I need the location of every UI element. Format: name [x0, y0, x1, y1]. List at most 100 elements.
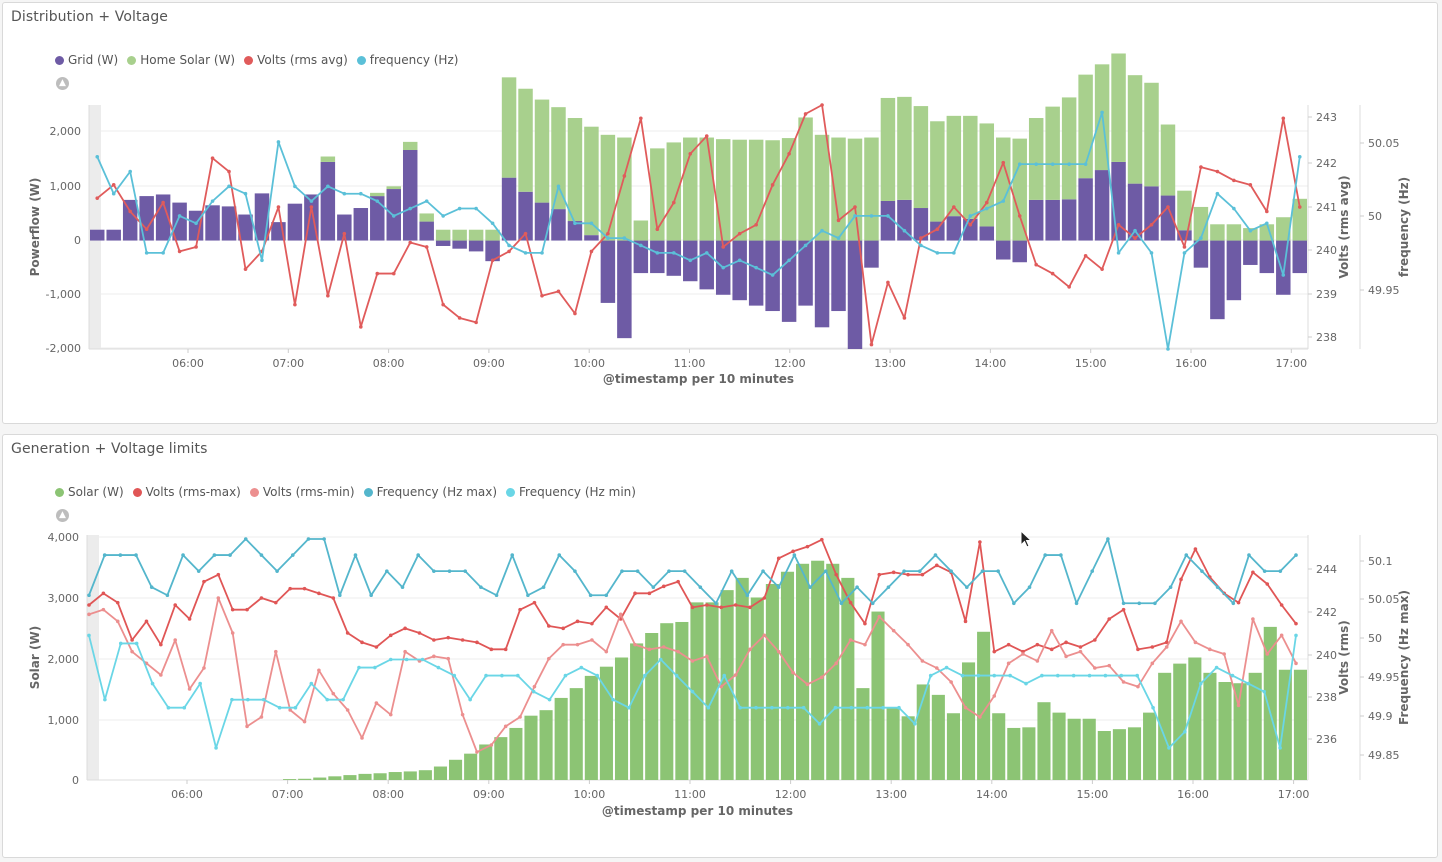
freq-max-point: [745, 593, 750, 598]
solar-bar: [617, 137, 632, 241]
volts-max-point: [532, 600, 537, 605]
solar-bar: [1292, 198, 1307, 241]
x-tick-label: 13:00: [874, 357, 906, 370]
freq-max-point: [165, 593, 170, 598]
x-tick-label: 14:00: [976, 788, 1008, 801]
frequency-point: [1067, 162, 1071, 166]
legend-item-solar[interactable]: Solar (W): [55, 485, 124, 499]
volts-max-point: [1093, 638, 1097, 642]
solar-bar: [931, 694, 945, 780]
volts-min-point: [820, 675, 824, 680]
volts-min-point: [590, 638, 594, 642]
frequency-point: [787, 258, 791, 263]
volts-min-point: [302, 719, 307, 724]
volts-avg-point: [1248, 183, 1253, 187]
solar-bar: [551, 107, 566, 210]
freq-min-point: [817, 721, 822, 726]
frequency-point: [309, 199, 314, 203]
freq-min-point: [246, 697, 250, 702]
solar-bar: [418, 770, 432, 780]
legend-item-frequency[interactable]: frequency (Hz): [356, 53, 458, 67]
volts-max-point: [202, 579, 206, 584]
freq-min-point: [293, 705, 298, 710]
solar-bar: [509, 727, 523, 780]
panel-title: Generation + Voltage limits: [11, 441, 208, 457]
collapse-legend-chevron-up-icon[interactable]: ▲: [56, 509, 69, 522]
collapse-legend-chevron-up-icon[interactable]: ▲: [56, 77, 69, 90]
freq-max-point: [776, 585, 781, 590]
volts-avg-point: [375, 271, 380, 276]
volts-avg-point: [1182, 245, 1187, 249]
legend-item-freq-max[interactable]: Frequency (Hz max): [363, 485, 497, 499]
frequency-point: [408, 206, 413, 211]
solar-bar: [464, 753, 478, 780]
legend-item-volts-avg[interactable]: Volts (rms avg): [244, 53, 348, 67]
volts-min-point: [1279, 633, 1284, 638]
solar-bar: [675, 621, 689, 780]
volts-min-point: [1193, 640, 1198, 645]
freq-max-point: [322, 537, 326, 541]
volts-max-point: [877, 572, 882, 577]
freq-max-point: [541, 585, 546, 590]
legend-item-home-solar[interactable]: Home Solar (W): [127, 53, 235, 67]
solar-bar: [886, 707, 900, 780]
grid-bar: [584, 235, 599, 241]
y3-tick-label: 49.95: [1368, 284, 1400, 297]
volts-max-point: [820, 537, 824, 542]
volts-max-point: [1121, 607, 1126, 612]
volts-min-point: [676, 649, 680, 654]
volts-avg-point: [490, 258, 495, 263]
grid-bar: [930, 221, 945, 241]
x-tick-label: 09:00: [473, 357, 505, 370]
x-tick-label: 06:00: [171, 788, 203, 801]
volts-avg-point: [886, 280, 890, 285]
volts-avg-point: [754, 222, 758, 227]
frequency-point: [490, 221, 495, 226]
legend-item-volts-max[interactable]: Volts (rms-max): [132, 485, 241, 499]
freq-max-point: [1278, 569, 1283, 573]
volts-avg-point: [1281, 116, 1286, 121]
volts-max-point: [561, 626, 565, 631]
freq-min-point: [1183, 730, 1187, 734]
freq-min-point: [230, 697, 234, 702]
legend-item-freq-min[interactable]: Frequency (Hz min): [506, 485, 636, 499]
volts-min-point: [690, 659, 695, 663]
volts-avg-point: [408, 240, 413, 245]
solar-bar: [1045, 106, 1060, 200]
freq-min-point: [690, 689, 695, 694]
frequency-point: [836, 236, 841, 240]
freq-min-point: [643, 673, 647, 678]
volts-min-point: [661, 645, 666, 649]
volts-min-point: [173, 638, 178, 642]
frequency-point: [194, 221, 198, 226]
freq-min-point: [261, 697, 266, 702]
mouse-cursor-icon: [1020, 530, 1032, 548]
freq-min-point: [849, 705, 854, 710]
volts-min-point: [934, 666, 939, 670]
solar-bar: [403, 771, 417, 780]
frequency-point: [424, 199, 429, 203]
solar-bar: [501, 77, 517, 178]
legend-item-volts-min[interactable]: Volts (rms-min): [249, 485, 355, 499]
volts-avg-point: [276, 205, 281, 209]
grid-bar: [880, 200, 896, 241]
volts-avg-point: [1199, 165, 1203, 169]
freq-min-point: [595, 673, 600, 678]
grid-bar: [732, 240, 747, 301]
legend-item-grid[interactable]: Grid (W): [55, 53, 118, 67]
x-axis-title: @timestamp per 10 minutes: [602, 804, 793, 818]
frequency-point: [1001, 199, 1006, 203]
freq-max-point: [1294, 553, 1298, 557]
frequency-point: [968, 214, 973, 218]
freq-max-point: [400, 585, 405, 590]
volts-min-point: [978, 715, 982, 719]
volts-max-point: [1279, 603, 1284, 607]
solar-bar: [699, 137, 714, 241]
freq-max-point: [385, 569, 389, 573]
volts-min-point: [1107, 663, 1112, 668]
volts-max-point: [891, 570, 896, 575]
freq-max-point: [1043, 553, 1047, 557]
x-tick-label: 07:00: [272, 788, 304, 801]
solar-bar: [1243, 228, 1258, 241]
solar-bar: [358, 773, 372, 780]
